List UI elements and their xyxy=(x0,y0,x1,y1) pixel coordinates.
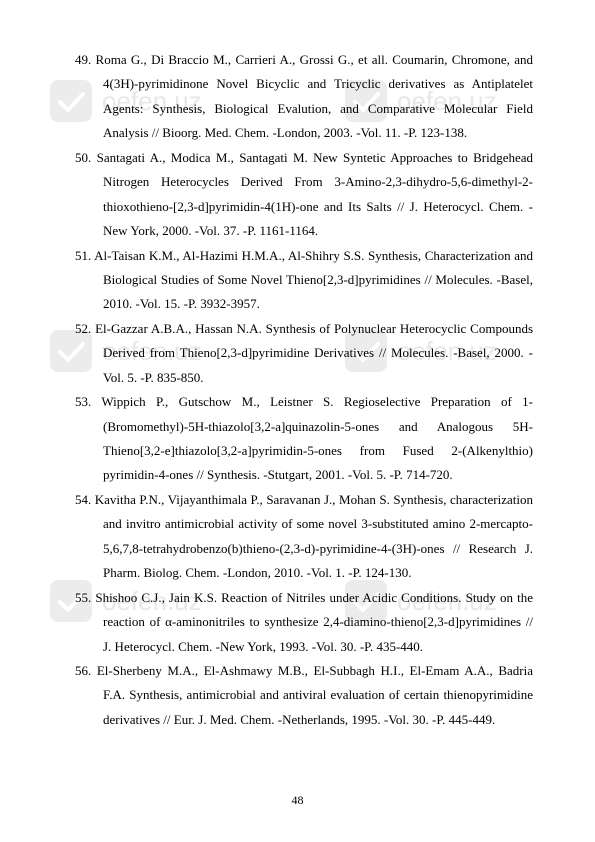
reference-item: 55. Shishoo C.J., Jain K.S. Reaction of … xyxy=(75,586,533,659)
reference-number: 50. xyxy=(75,150,91,165)
reference-text: Roma G., Di Braccio M., Carrieri A., Gro… xyxy=(96,52,533,140)
reference-item: 52. El-Gazzar A.B.A., Hassan N.A. Synthe… xyxy=(75,317,533,390)
reference-item: 53. Wippich P., Gutschow M., Leistner S.… xyxy=(75,390,533,488)
reference-item: 49. Roma G., Di Braccio M., Carrieri A.,… xyxy=(75,48,533,146)
reference-text: El-Sherbeny M.A., El-Ashmawy M.B., El-Su… xyxy=(97,663,533,727)
reference-number: 52. xyxy=(75,321,91,336)
reference-item: 51. Al-Taisan K.M., Al-Hazimi H.M.A., Al… xyxy=(75,244,533,317)
reference-text: Santagati A., Modica M., Santagati M. Ne… xyxy=(97,150,533,238)
reference-number: 53. xyxy=(75,394,91,409)
reference-text: Kavitha P.N., Vijayanthimala P., Saravan… xyxy=(95,492,533,580)
reference-number: 55. xyxy=(75,590,91,605)
reference-number: 54. xyxy=(75,492,91,507)
page-number: 48 xyxy=(0,793,595,808)
reference-text: Shishoo C.J., Jain K.S. Reaction of Nitr… xyxy=(95,590,533,654)
reference-number: 51. xyxy=(75,248,91,263)
reference-number: 56. xyxy=(75,663,91,678)
reference-item: 54. Kavitha P.N., Vijayanthimala P., Sar… xyxy=(75,488,533,586)
reference-item: 50. Santagati A., Modica M., Santagati M… xyxy=(75,146,533,244)
references-content: 49. Roma G., Di Braccio M., Carrieri A.,… xyxy=(0,0,595,772)
reference-number: 49. xyxy=(75,52,91,67)
reference-text: Wippich P., Gutschow M., Leistner S. Reg… xyxy=(101,394,533,482)
reference-text: Al-Taisan K.M., Al-Hazimi H.M.A., Al-Shi… xyxy=(94,248,533,312)
reference-item: 56. El-Sherbeny M.A., El-Ashmawy M.B., E… xyxy=(75,659,533,732)
reference-text: El-Gazzar A.B.A., Hassan N.A. Synthesis … xyxy=(95,321,533,385)
